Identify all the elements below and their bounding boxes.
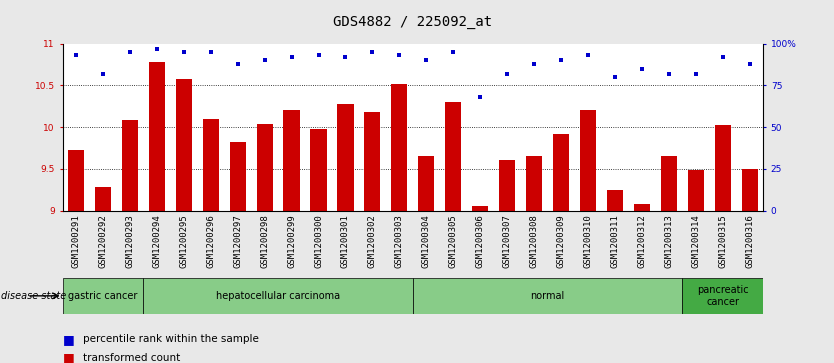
Bar	[472, 206, 488, 211]
Text: GSM1200291: GSM1200291	[72, 214, 81, 268]
Point	[150, 46, 163, 52]
Text: pancreatic
cancer: pancreatic cancer	[697, 285, 748, 307]
Bar	[364, 112, 380, 211]
Point	[339, 54, 352, 60]
Bar	[499, 160, 515, 211]
Text: GSM1200302: GSM1200302	[368, 214, 377, 268]
Bar	[338, 104, 354, 211]
Text: GSM1200311: GSM1200311	[610, 214, 620, 268]
Point	[123, 49, 137, 55]
Point	[608, 74, 621, 80]
Bar	[257, 124, 273, 211]
Bar	[688, 171, 704, 211]
Text: disease state: disease state	[1, 291, 66, 301]
Point	[743, 61, 756, 66]
Text: ■: ■	[63, 333, 74, 346]
Bar	[63, 278, 143, 314]
Point	[474, 94, 487, 100]
Point	[312, 52, 325, 58]
Text: GSM1200315: GSM1200315	[718, 214, 727, 268]
Text: GDS4882 / 225092_at: GDS4882 / 225092_at	[334, 15, 492, 29]
Point	[500, 71, 514, 77]
Text: GSM1200301: GSM1200301	[341, 214, 350, 268]
Text: GSM1200294: GSM1200294	[153, 214, 161, 268]
Bar	[741, 169, 758, 211]
Text: GSM1200308: GSM1200308	[530, 214, 539, 268]
Point	[366, 49, 379, 55]
Text: GSM1200296: GSM1200296	[206, 214, 215, 268]
Point	[581, 52, 595, 58]
Text: normal: normal	[530, 291, 565, 301]
Bar	[229, 142, 246, 211]
Bar	[143, 278, 413, 314]
Text: GSM1200305: GSM1200305	[449, 214, 458, 268]
Point	[258, 57, 271, 63]
Point	[689, 71, 702, 77]
Text: gastric cancer: gastric cancer	[68, 291, 138, 301]
Bar	[526, 156, 542, 211]
Text: GSM1200303: GSM1200303	[394, 214, 404, 268]
Bar	[634, 204, 650, 211]
Point	[636, 66, 649, 72]
Point	[662, 71, 676, 77]
Text: GSM1200293: GSM1200293	[125, 214, 134, 268]
Point	[420, 57, 433, 63]
Text: percentile rank within the sample: percentile rank within the sample	[83, 334, 259, 344]
Text: GSM1200292: GSM1200292	[98, 214, 108, 268]
Text: GSM1200314: GSM1200314	[691, 214, 701, 268]
Text: GSM1200307: GSM1200307	[503, 214, 511, 268]
Point	[716, 54, 730, 60]
Point	[204, 49, 218, 55]
Text: GSM1200304: GSM1200304	[422, 214, 431, 268]
Bar	[580, 110, 596, 211]
Text: GSM1200306: GSM1200306	[475, 214, 485, 268]
Bar	[95, 187, 111, 211]
Text: GSM1200298: GSM1200298	[260, 214, 269, 268]
Bar	[553, 134, 569, 211]
Point	[446, 49, 460, 55]
Text: GSM1200312: GSM1200312	[637, 214, 646, 268]
Bar	[682, 278, 763, 314]
Bar	[176, 79, 192, 211]
Bar	[413, 278, 682, 314]
Text: GSM1200299: GSM1200299	[287, 214, 296, 268]
Point	[96, 71, 109, 77]
Point	[69, 52, 83, 58]
Point	[177, 49, 190, 55]
Text: ■: ■	[63, 351, 74, 363]
Bar	[310, 129, 327, 211]
Text: GSM1200295: GSM1200295	[179, 214, 188, 268]
Bar	[122, 121, 138, 211]
Text: GSM1200316: GSM1200316	[745, 214, 754, 268]
Text: transformed count: transformed count	[83, 352, 181, 363]
Bar	[203, 119, 219, 211]
Bar	[607, 189, 623, 211]
Point	[393, 52, 406, 58]
Point	[527, 61, 540, 66]
Bar	[418, 156, 435, 211]
Point	[555, 57, 568, 63]
Text: GSM1200310: GSM1200310	[584, 214, 592, 268]
Bar	[661, 156, 677, 211]
Bar	[284, 110, 299, 211]
Text: GSM1200300: GSM1200300	[314, 214, 323, 268]
Bar	[715, 125, 731, 211]
Text: GSM1200313: GSM1200313	[665, 214, 673, 268]
Bar	[148, 62, 165, 211]
Text: GSM1200297: GSM1200297	[234, 214, 242, 268]
Bar	[391, 83, 408, 211]
Point	[285, 54, 299, 60]
Point	[231, 61, 244, 66]
Text: hepatocellular carcinoma: hepatocellular carcinoma	[216, 291, 340, 301]
Text: GSM1200309: GSM1200309	[556, 214, 565, 268]
Bar	[445, 102, 461, 211]
Bar	[68, 150, 84, 211]
